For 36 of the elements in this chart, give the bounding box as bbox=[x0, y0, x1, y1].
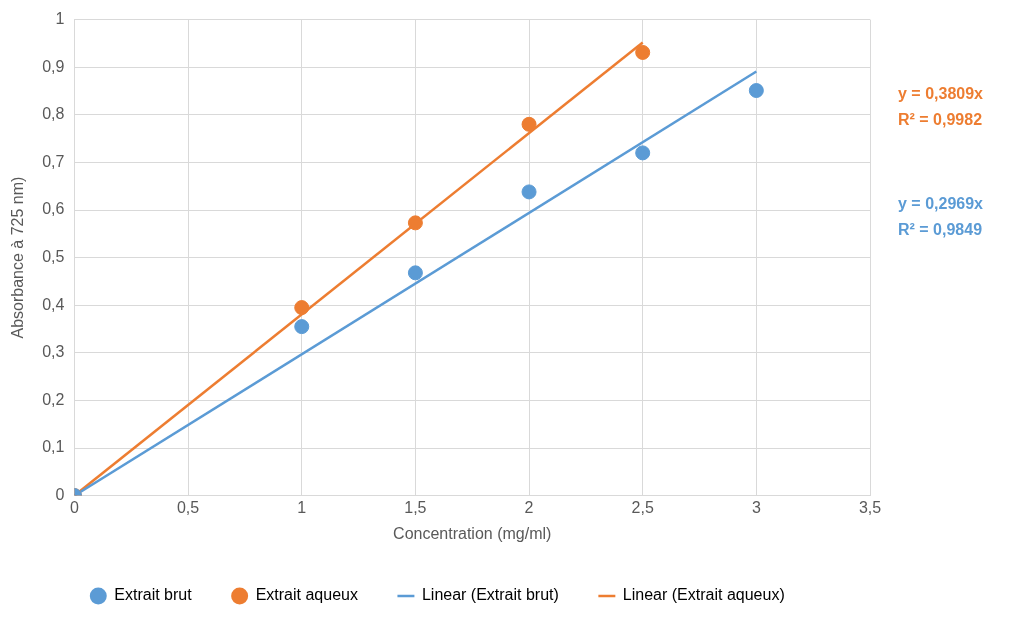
y-tick-label: 0,7 bbox=[42, 152, 65, 170]
legend-label: Extrait brut bbox=[114, 586, 193, 604]
x-axis-title: Concentration (mg/ml) bbox=[393, 524, 552, 542]
x-tick-label: 2,5 bbox=[631, 498, 654, 516]
y-tick-label: 0,2 bbox=[42, 390, 65, 408]
x-tick-label: 3,5 bbox=[858, 498, 882, 516]
x-tick-label: 0 bbox=[69, 498, 79, 516]
y-tick-label: 0,6 bbox=[42, 200, 65, 218]
text: y = 0,3809x R² = 0,9982 bbox=[898, 85, 984, 129]
y-tick-label: 1 bbox=[55, 10, 65, 28]
x-tick-label: 3 bbox=[751, 498, 761, 516]
point bbox=[294, 319, 310, 335]
point bbox=[521, 116, 537, 132]
point bbox=[635, 145, 651, 161]
point bbox=[635, 44, 651, 60]
text: y = 0,2969x R² = 0,9849 bbox=[898, 195, 984, 239]
point bbox=[748, 83, 764, 99]
x-tick-label: 2 bbox=[524, 498, 534, 516]
y-tick-label: 0,8 bbox=[42, 105, 65, 123]
y-tick-label: 0,3 bbox=[42, 343, 65, 361]
legend-label: Linear (Extrait aqueux) bbox=[622, 586, 785, 604]
y-axis-title: Absorbance à 725 nm) bbox=[9, 176, 27, 339]
y-tick-label: 0,9 bbox=[42, 57, 65, 75]
y-tick-label: 0,5 bbox=[42, 248, 65, 266]
point bbox=[521, 184, 537, 200]
y-tick-label: 0,1 bbox=[42, 438, 65, 456]
x-tick-label: 1,5 bbox=[404, 498, 427, 516]
point bbox=[407, 215, 423, 231]
x-tick-label: 0,5 bbox=[176, 498, 200, 516]
y-tick-label: 0,4 bbox=[42, 295, 65, 313]
point bbox=[294, 300, 310, 316]
x-tick-label: 1 bbox=[297, 498, 307, 516]
y-tick-label: 0 bbox=[55, 486, 65, 504]
legend-label: Linear (Extrait brut) bbox=[421, 586, 559, 604]
point bbox=[407, 265, 423, 281]
legend-label: Extrait aqueux bbox=[255, 586, 358, 604]
